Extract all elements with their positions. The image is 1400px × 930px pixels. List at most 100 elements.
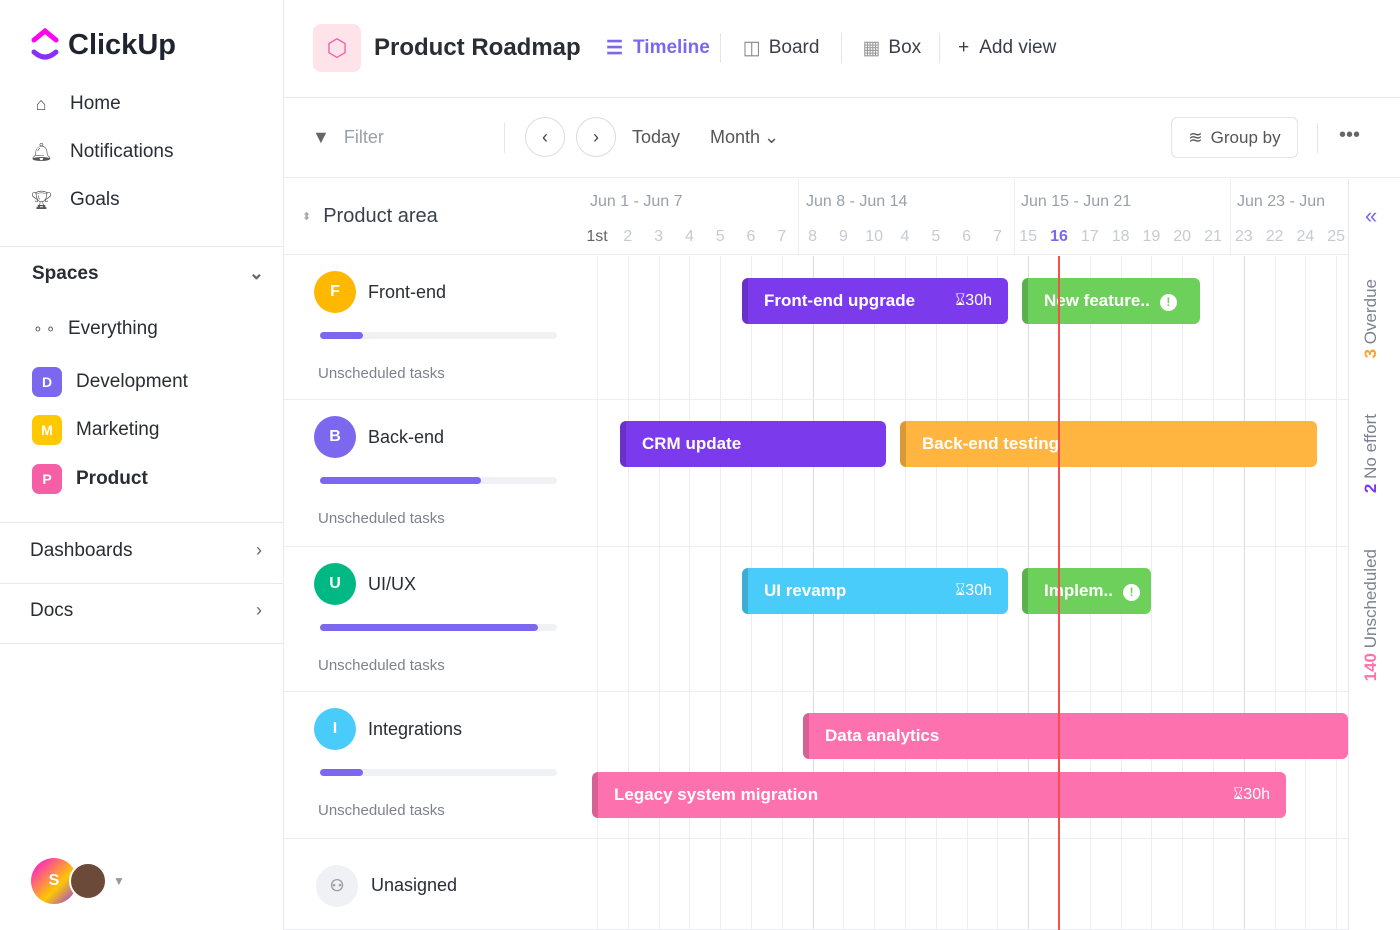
day-label: 1st: [586, 228, 608, 245]
unscheduled-tasks-link[interactable]: Unscheduled tasks: [318, 365, 445, 382]
task-bar[interactable]: Data analytics: [803, 713, 1348, 759]
collapse-icon[interactable]: «: [1365, 203, 1378, 228]
group-progress-bar: [320, 477, 557, 484]
divider: [284, 254, 1348, 255]
day-gridline: [597, 256, 598, 930]
unscheduled-tasks-link[interactable]: Unscheduled tasks: [318, 802, 445, 819]
day-gridline: [627, 256, 629, 930]
task-label: Front-end upgrade: [764, 291, 916, 310]
today-button[interactable]: Today: [632, 127, 681, 147]
avatar-photo: [69, 862, 107, 900]
day-label: 3: [654, 228, 664, 245]
sidebar-item-product[interactable]: P Product: [32, 464, 148, 494]
cube-icon: ⬡: [313, 24, 361, 72]
chevron-down-icon: ⌄: [764, 127, 780, 147]
tab-box[interactable]: ▦ Box: [862, 36, 922, 59]
week-label: Jun 1 - Jun 7: [590, 193, 683, 210]
sidebar-item-dashboards[interactable]: Dashboards ›: [30, 540, 262, 561]
overdue-count[interactable]: 3 Overdue: [1361, 279, 1380, 359]
sidebar-item-notifications[interactable]: 🔔︎ Notifications: [30, 141, 174, 162]
month-dropdown[interactable]: Month ⌄: [710, 127, 780, 147]
sidebar-item-goals[interactable]: 🏆︎ Goals: [30, 189, 120, 210]
day-label: 8: [808, 228, 818, 245]
sidebar-item-home[interactable]: ⌂ Home: [30, 93, 121, 115]
group-name[interactable]: UI/UX: [368, 574, 417, 594]
unscheduled-count[interactable]: 140 Unscheduled: [1361, 549, 1380, 682]
header: ⬡ Product Roadmap ☰ Timeline ◫ Board ▦ Box …: [284, 0, 1400, 98]
bell-icon: 🔔︎: [30, 141, 53, 162]
divider: [0, 583, 284, 584]
week-divider: [1014, 179, 1015, 255]
group-name[interactable]: Back-end: [368, 427, 445, 447]
task-bar[interactable]: UI revamp ⌛︎30h: [742, 568, 1008, 614]
day-label: 24: [1296, 228, 1315, 245]
unscheduled-tasks-link[interactable]: Unscheduled tasks: [318, 510, 445, 527]
task-label: Legacy system migration: [614, 785, 819, 804]
next-button[interactable]: ›: [576, 117, 616, 157]
caret-down-icon: ▼: [113, 874, 125, 888]
board-icon: ◫: [742, 37, 761, 59]
sidebar-item-docs[interactable]: Docs ›: [30, 600, 262, 621]
group-avatar: I: [314, 708, 356, 750]
grid-icon: ⚬⚬: [32, 320, 58, 337]
tab-timeline[interactable]: ☰ Timeline: [606, 36, 710, 59]
task-bar[interactable]: Implem..!: [1022, 568, 1151, 614]
day-label: 7: [992, 228, 1002, 245]
week-label: Jun 15 - Jun 21: [1021, 193, 1132, 210]
task-bar[interactable]: Front-end upgrade ⌛︎30h: [742, 278, 1008, 324]
week-divider: [1230, 179, 1231, 255]
task-label: Back-end testing: [922, 434, 1059, 453]
group-by-button[interactable]: ≋ Group by: [1171, 117, 1298, 158]
sidebar-item-everything[interactable]: ⚬⚬ Everything: [32, 318, 158, 339]
day-gridline: [1305, 256, 1307, 930]
no-effort-count[interactable]: 2 No effort: [1361, 414, 1380, 494]
divider: [0, 246, 284, 247]
clickup-logo[interactable]: ClickUp: [30, 28, 176, 62]
group-name[interactable]: Unasigned: [371, 875, 458, 895]
day-label: 10: [865, 228, 884, 245]
unscheduled-tasks-link[interactable]: Unscheduled tasks: [318, 657, 445, 674]
sidebar-item-marketing[interactable]: M Marketing: [32, 415, 159, 445]
day-label: 22: [1265, 228, 1284, 245]
add-view-button[interactable]: + Add view: [958, 37, 1057, 58]
divider: [841, 33, 843, 63]
week-label: Jun 23 - Jun: [1237, 193, 1326, 210]
task-bar[interactable]: New feature..!: [1022, 278, 1200, 324]
day-gridline: [720, 256, 722, 930]
previous-button[interactable]: ‹: [525, 117, 565, 157]
sidebar-item-development[interactable]: D Development: [32, 367, 188, 397]
day-label: 16: [1050, 228, 1068, 245]
user-menu[interactable]: S ▼: [31, 858, 125, 904]
day-label: 9: [838, 228, 848, 245]
task-bar[interactable]: Legacy system migration ⌛︎30h: [592, 772, 1286, 818]
task-bar[interactable]: CRM update: [620, 421, 886, 467]
chevron-down-icon[interactable]: ⌄: [248, 263, 264, 283]
group-row: ⚇ Unasigned: [284, 839, 1348, 930]
group-avatar: U: [314, 563, 356, 605]
task-bar[interactable]: Back-end testing: [900, 421, 1317, 467]
group-name[interactable]: Integrations: [368, 719, 463, 739]
task-label: CRM update: [642, 434, 742, 453]
warning-icon: !: [1122, 584, 1140, 601]
day-gridline: [1336, 256, 1338, 930]
divider: [1317, 123, 1318, 153]
day-gridline: [1182, 256, 1184, 930]
day-gridline: [1213, 256, 1214, 930]
plus-icon: +: [958, 37, 970, 58]
more-options-icon[interactable]: •••: [1339, 124, 1361, 146]
day-gridline: [1274, 256, 1276, 930]
day-label: 18: [1111, 228, 1130, 245]
toolbar: ▼ Filter ‹ › Today Month ⌄ ≋ Group by •••: [284, 98, 1400, 178]
tab-board[interactable]: ◫ Board: [742, 36, 820, 59]
group-header[interactable]: ⬍ Product area: [302, 205, 438, 227]
divider: [0, 643, 284, 644]
clickup-logo-icon: [31, 28, 59, 60]
task-label: Data analytics: [825, 726, 940, 745]
group-name[interactable]: Front-end: [368, 282, 447, 302]
space-avatar: M: [32, 415, 62, 445]
spaces-header[interactable]: Spaces ⌄: [32, 263, 264, 284]
day-label: 23: [1234, 228, 1253, 245]
chevron-right-icon: ›: [593, 126, 599, 147]
filter-button[interactable]: ▼ Filter: [312, 127, 384, 147]
space-avatar: D: [32, 367, 62, 397]
